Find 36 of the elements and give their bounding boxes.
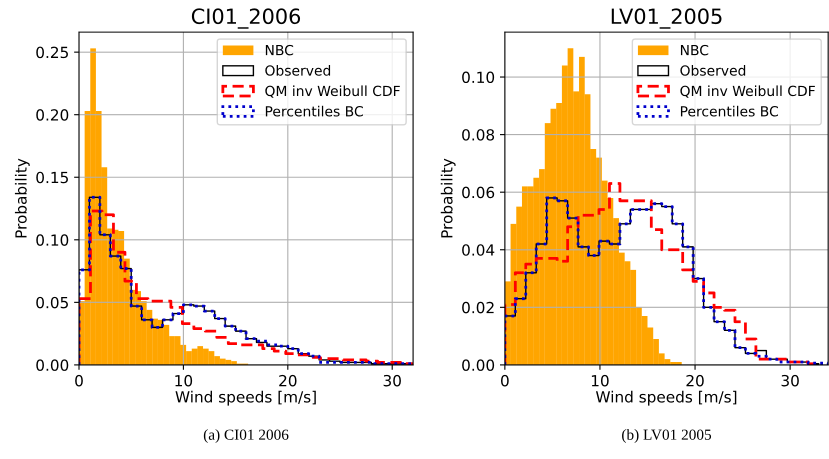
x-tick-label: 10 <box>592 374 609 386</box>
x-tick-label: 30 <box>782 374 799 386</box>
legend-label: QM inv Weibull CDF <box>680 85 815 98</box>
x-tick-label: 0 <box>75 374 83 386</box>
y-tick-label: 0.00 <box>36 359 68 371</box>
legend-label: Percentiles BC <box>266 106 363 117</box>
text: (a) CI01 2006 <box>204 429 288 443</box>
y-tick-label: 0.02 <box>462 302 494 314</box>
x-tick-label: 20 <box>279 374 297 386</box>
legend-label: Observed <box>680 65 746 76</box>
x-tick-label: 10 <box>175 374 192 386</box>
x-axis-title: Wind speeds [m/s] <box>596 390 736 406</box>
x-tick-label: 30 <box>384 374 401 386</box>
chart-title: CI01_2006 <box>192 8 300 29</box>
y-tick-label: 0.04 <box>462 244 494 256</box>
chart-title: LV01_2005 <box>612 8 722 29</box>
y-tick-label: 0.20 <box>36 109 68 121</box>
y-axis-title: Probability <box>440 158 456 238</box>
legend-label: QM inv Weibull CDF <box>265 85 400 98</box>
legend-label: NBC <box>680 44 708 56</box>
text: (b) LV01 2005 <box>622 429 712 443</box>
y-tick-label: 0.25 <box>36 46 68 58</box>
y-tick-label: 0.00 <box>462 359 494 371</box>
legend-label: Percentiles BC <box>680 106 778 117</box>
y-tick-label: 0.06 <box>462 186 494 198</box>
x-tick-label: 0 <box>501 374 509 386</box>
y-tick-label: 0.15 <box>36 172 68 184</box>
x-axis-title: Wind speeds [m/s] <box>175 390 316 406</box>
y-axis-title: Probability <box>14 158 30 238</box>
legend-label: NBC <box>266 44 294 56</box>
x-tick-label: 20 <box>686 374 704 386</box>
y-tick-label: 0.08 <box>462 129 494 141</box>
y-tick-label: 0.05 <box>36 296 68 308</box>
y-tick-label: 0.10 <box>462 72 494 84</box>
y-tick-label: 0.10 <box>36 234 68 246</box>
legend-label: Observed <box>265 65 330 76</box>
